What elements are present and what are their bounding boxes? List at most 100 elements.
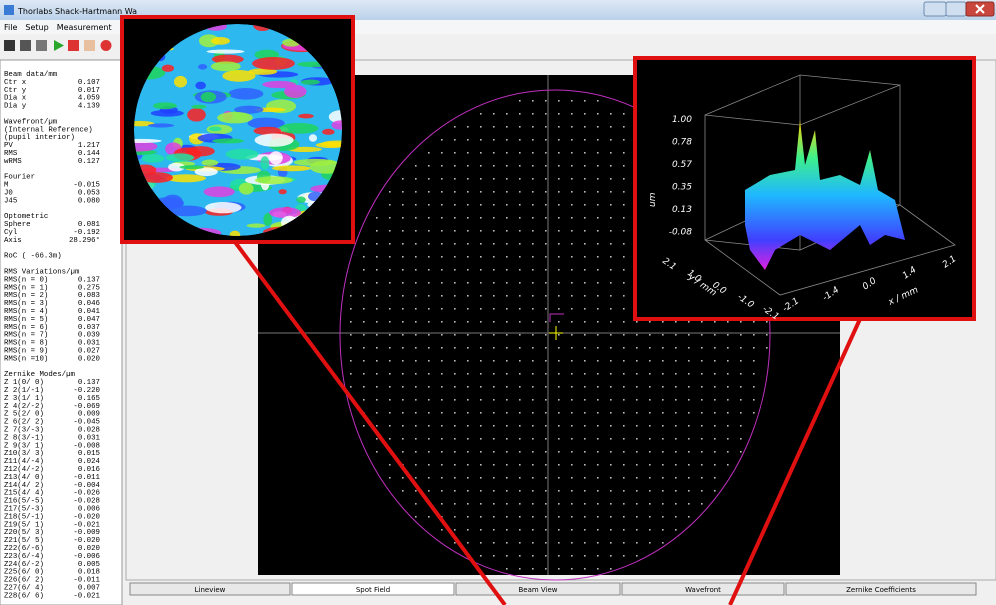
- tab[interactable]: [129, 582, 291, 596]
- spot: [571, 360, 573, 362]
- row-label: Z20(5/ 3): [4, 529, 44, 537]
- menu-item[interactable]: Measurement: [57, 23, 112, 32]
- wavefront-blob: [254, 176, 293, 185]
- spot: [714, 425, 716, 427]
- spot: [454, 204, 456, 206]
- spot: [428, 477, 430, 479]
- spot: [727, 451, 729, 453]
- wavefront-blob: [141, 154, 165, 163]
- row-value: 0.005: [78, 561, 100, 569]
- row-value: 0.041: [78, 308, 101, 316]
- spot: [389, 373, 391, 375]
- spot: [454, 165, 456, 167]
- spot: [571, 165, 573, 167]
- spot: [636, 412, 638, 414]
- spot: [441, 282, 443, 284]
- spot: [584, 490, 586, 492]
- spot: [597, 451, 599, 453]
- spot: [558, 269, 560, 271]
- wavefront-blob: [205, 202, 242, 214]
- spot: [415, 230, 417, 232]
- spot: [506, 347, 508, 349]
- spot: [727, 386, 729, 388]
- spot: [545, 477, 547, 479]
- tab[interactable]: [785, 582, 977, 596]
- tool-icon[interactable]: [100, 40, 112, 51]
- menu-item[interactable]: Setup: [25, 23, 48, 32]
- spot: [519, 308, 521, 310]
- stop-icon[interactable]: [68, 40, 79, 51]
- spot: [649, 425, 651, 427]
- row-label: Ctr x: [4, 79, 27, 87]
- row-value: 0.137: [78, 276, 100, 284]
- tool-icon[interactable]: [84, 40, 95, 51]
- spot: [467, 230, 469, 232]
- spot: [480, 347, 482, 349]
- maximize-button[interactable]: [945, 1, 967, 17]
- print-icon[interactable]: [20, 40, 31, 51]
- spot: [636, 438, 638, 440]
- minimize-button[interactable]: [923, 1, 947, 17]
- save-icon[interactable]: [4, 40, 15, 51]
- spot: [623, 308, 625, 310]
- setup-icon[interactable]: [36, 40, 47, 51]
- spot: [610, 126, 612, 128]
- spot: [558, 334, 560, 336]
- row-value: 0.016: [78, 466, 100, 474]
- spot: [480, 178, 482, 180]
- section-title: Wavefront/µm: [4, 118, 58, 126]
- spot: [454, 295, 456, 297]
- spot: [428, 204, 430, 206]
- row-label: M: [4, 182, 8, 190]
- spot: [415, 464, 417, 466]
- spot: [363, 347, 365, 349]
- row-value: -0.009: [73, 529, 100, 537]
- spot: [623, 126, 625, 128]
- spot: [662, 412, 664, 414]
- run-icon[interactable]: [54, 40, 64, 51]
- spot: [610, 555, 612, 557]
- spot: [623, 438, 625, 440]
- wavefront-blob: [173, 75, 188, 88]
- spot: [558, 165, 560, 167]
- menu-item[interactable]: File: [4, 23, 17, 32]
- spot: [402, 295, 404, 297]
- spot: [571, 529, 573, 531]
- spot: [636, 321, 638, 323]
- wavefront-blob: [252, 56, 295, 70]
- section-title: RoC ( -66.3m): [4, 253, 62, 261]
- spot: [545, 191, 547, 193]
- spot: [714, 451, 716, 453]
- tab[interactable]: [621, 582, 785, 596]
- spot: [532, 308, 534, 310]
- callout-line: [728, 318, 862, 605]
- spot: [402, 412, 404, 414]
- spot: [441, 490, 443, 492]
- spot: [480, 360, 482, 362]
- spot: [610, 477, 612, 479]
- spot: [415, 204, 417, 206]
- spot: [480, 425, 482, 427]
- spot: [428, 282, 430, 284]
- spot: [402, 438, 404, 440]
- spot: [623, 217, 625, 219]
- row-label: Z21(5/ 5): [4, 537, 44, 545]
- spot: [493, 230, 495, 232]
- spot: [454, 334, 456, 336]
- spot: [493, 139, 495, 141]
- spot: [558, 360, 560, 362]
- spot: [545, 282, 547, 284]
- spot: [519, 412, 521, 414]
- spot: [363, 334, 365, 336]
- spot: [506, 191, 508, 193]
- row-value: -0.045: [73, 419, 100, 427]
- spot: [597, 542, 599, 544]
- spot: [597, 139, 599, 141]
- wavefront-blob: [296, 196, 306, 203]
- spot: [506, 243, 508, 245]
- spot: [558, 529, 560, 531]
- tab[interactable]: [291, 582, 455, 596]
- wavefront-blob: [209, 126, 222, 132]
- spot: [454, 386, 456, 388]
- spot: [623, 334, 625, 336]
